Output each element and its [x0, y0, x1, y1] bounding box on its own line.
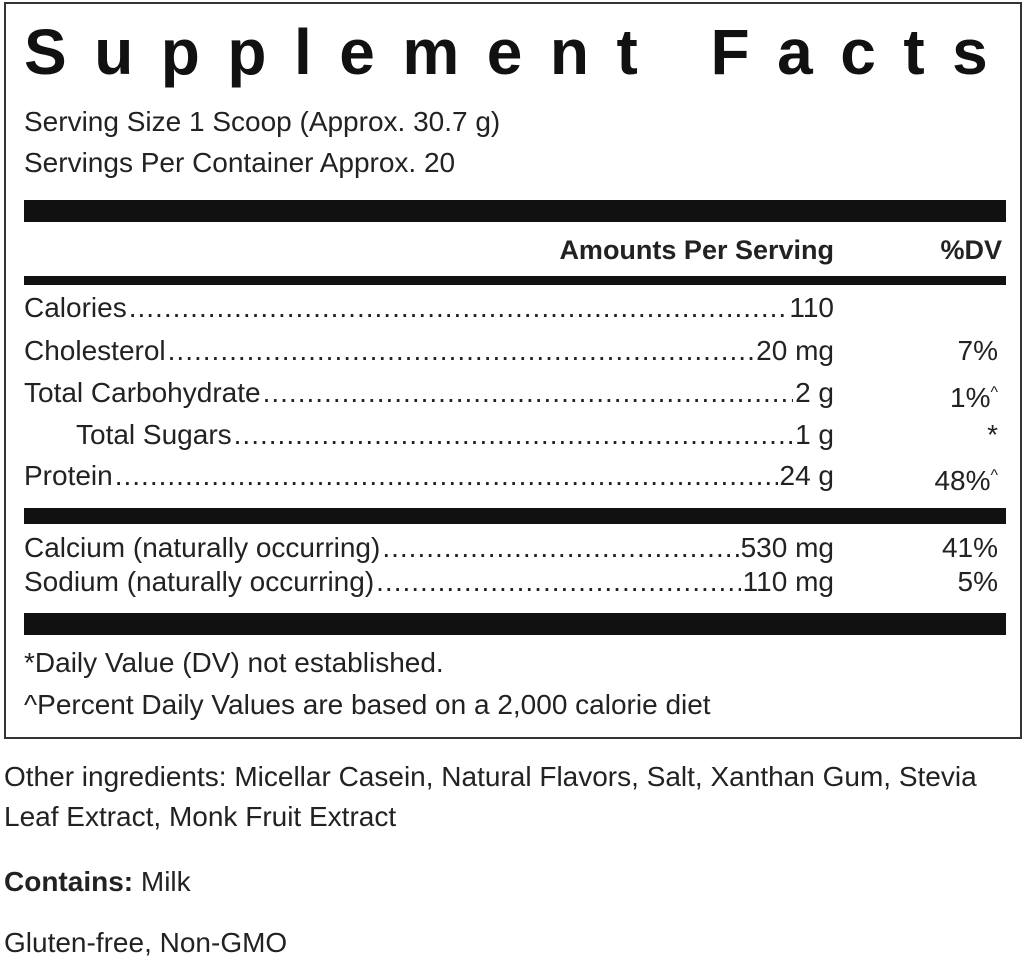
dv-value: 41%	[941, 532, 998, 563]
nutrient-name: Calories	[24, 292, 127, 323]
nutrient-row: Calories 110	[24, 291, 834, 325]
footnote: *Daily Value (DV) not established.	[24, 647, 444, 678]
nutrient-name: Calcium (naturally occurring)	[24, 532, 381, 563]
nutrient-amount: 20 mg	[756, 335, 834, 366]
leader	[129, 291, 788, 325]
rule	[24, 508, 1006, 524]
serving-size: Serving Size 1 Scoop (Approx. 30.7 g)	[24, 106, 501, 137]
leader	[168, 334, 755, 368]
leader	[263, 376, 793, 410]
other-ingredients: Other ingredients: Micellar Casein, Natu…	[4, 761, 977, 832]
nutrient-amount: 24 g	[779, 460, 835, 491]
nutrient-row: Sodium (naturally occurring) 110 mg	[24, 565, 834, 599]
nutrient-name: Protein	[24, 460, 113, 491]
dv-mark: ^	[990, 467, 998, 484]
nutrient-amount: 1 g	[795, 419, 834, 450]
daily-value: 1%^	[950, 376, 998, 415]
daily-value: 5%	[958, 565, 998, 599]
nutrient-name: Sodium (naturally occurring)	[24, 566, 375, 597]
rule	[24, 613, 1006, 635]
nutrient-row: Total Sugars 1 g	[24, 418, 834, 452]
nutrient-row: Protein 24 g	[24, 459, 834, 493]
contains-label: Contains:	[4, 866, 134, 897]
amount-header: Amounts Per Serving	[559, 235, 834, 265]
footnote: ^Percent Daily Values are based on a 2,0…	[24, 689, 711, 720]
daily-value: *	[987, 418, 998, 452]
leader	[234, 418, 793, 452]
daily-value: 7%	[958, 334, 998, 368]
contains-value: Milk	[140, 866, 191, 897]
nutrient-name: Total Carbohydrate	[24, 377, 261, 408]
dv-value: 5%	[957, 566, 998, 597]
leader	[376, 565, 741, 599]
nutrient-row: Total Carbohydrate 2 g	[24, 376, 834, 410]
dv-value: 48%	[934, 465, 991, 496]
servings-per-container: Servings Per Container Approx. 20	[24, 147, 456, 178]
contains: Contains: Milk	[4, 862, 1020, 902]
nutrient-row: Calcium (naturally occurring) 530 mg	[24, 531, 834, 565]
title: Supplement Facts	[24, 16, 1016, 88]
dv-value: 7%	[957, 335, 998, 366]
dv-mark: *	[987, 419, 998, 450]
leader	[382, 531, 738, 565]
nutrient-amount: 110 mg	[742, 566, 834, 597]
rule	[24, 276, 1006, 285]
claims: Gluten-free, Non-GMO	[4, 927, 288, 958]
facts-panel: Supplement Facts Serving Size 1 Scoop (A…	[4, 2, 1022, 739]
dv-header: %DV	[940, 235, 1002, 265]
nutrient-name: Cholesterol	[24, 335, 166, 366]
daily-value: 48%^	[934, 459, 998, 498]
dv-mark: ^	[990, 384, 998, 401]
nutrient-row: Cholesterol 20 mg	[24, 334, 834, 368]
dv-value: 1%	[950, 382, 991, 413]
nutrient-amount: 2 g	[795, 377, 834, 408]
leader	[115, 459, 778, 493]
nutrient-amount: 530 mg	[740, 532, 834, 563]
daily-value: 41%	[942, 531, 998, 565]
nutrient-name: Total Sugars	[76, 419, 232, 450]
nutrient-amount: 110	[789, 292, 834, 323]
rule	[24, 200, 1006, 222]
